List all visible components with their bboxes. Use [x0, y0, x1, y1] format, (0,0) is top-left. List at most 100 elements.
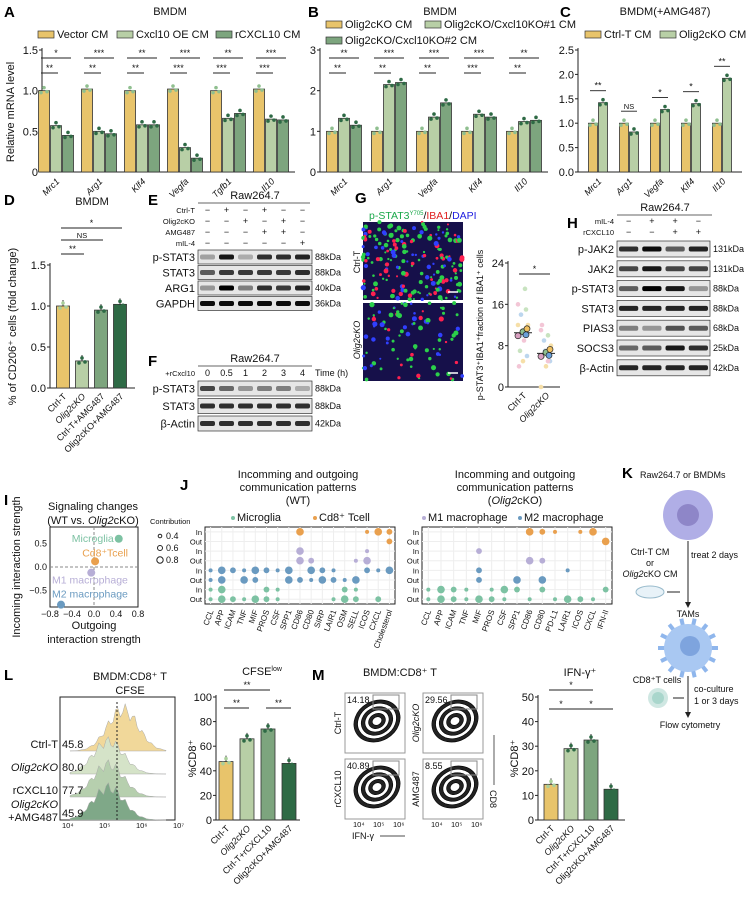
- point-label: Microglia: [72, 533, 114, 545]
- bar: [253, 88, 265, 173]
- condition-sign: +: [281, 227, 286, 237]
- significance-label: *: [658, 88, 662, 98]
- replicate-point: [712, 123, 716, 127]
- row-label: In: [196, 586, 202, 595]
- condition-sign: +: [300, 238, 305, 248]
- condition-label: mIL-4: [176, 239, 195, 248]
- m-yaxis-label: CD8: [488, 790, 498, 808]
- data-point: [87, 568, 96, 577]
- bar: [371, 130, 383, 173]
- replicate-point: [39, 90, 43, 95]
- condition-label: AMG487: [165, 228, 195, 237]
- replicate-point: [235, 113, 239, 118]
- bar: [326, 130, 338, 173]
- dot: [386, 538, 393, 545]
- bar: [485, 116, 497, 173]
- significance-label: ***: [467, 63, 478, 73]
- k-tams: TAMs: [677, 609, 700, 619]
- x-tick-label: 10⁴: [353, 820, 365, 829]
- band: [642, 365, 662, 371]
- x-tick-label: 0.8: [132, 609, 145, 619]
- row-label: Out: [190, 537, 203, 546]
- replicate-point: [254, 89, 258, 93]
- band: [219, 421, 234, 426]
- band: [219, 270, 234, 275]
- replicate-point: [174, 88, 178, 92]
- k-cm-2: Olig2cKO CM: [622, 569, 677, 579]
- row-label: In: [196, 547, 202, 556]
- panel-j-ko-title-1: Incomming and outgoing: [455, 469, 575, 481]
- replicate-point: [112, 132, 116, 137]
- bar: [619, 122, 629, 173]
- dot: [577, 596, 584, 603]
- bar: [105, 133, 117, 173]
- band: [295, 386, 310, 391]
- significance-label: **: [46, 63, 54, 73]
- significance-label: ***: [94, 48, 105, 58]
- band: [665, 345, 685, 351]
- bar: [588, 122, 598, 173]
- band: [619, 286, 639, 292]
- row-label: In: [413, 566, 419, 575]
- chart-c-title: BMDM(+AMG487): [620, 6, 711, 18]
- band: [665, 365, 685, 371]
- kda-label: 131kDa: [713, 244, 744, 254]
- data-point: [545, 333, 551, 338]
- significance-label: **: [514, 63, 522, 73]
- band: [238, 386, 253, 391]
- dot: [208, 577, 213, 582]
- condition-sign: −: [243, 227, 248, 237]
- legend-dot: [231, 516, 235, 520]
- dot: [352, 596, 359, 603]
- dot: [217, 576, 226, 584]
- dot: [263, 586, 270, 593]
- plot-label: Ctrl-T: [333, 711, 343, 734]
- microscopy-image: [361, 301, 465, 382]
- replicate-point: [102, 309, 106, 313]
- row-label: In: [196, 566, 202, 575]
- replicate-point: [45, 89, 49, 94]
- replicate-point: [725, 73, 729, 78]
- band: [619, 266, 639, 272]
- mean-point: [523, 325, 531, 333]
- blot-strip: [616, 240, 711, 258]
- y-tick-label: 2: [310, 86, 316, 98]
- condition-sign: −: [300, 205, 305, 215]
- replicate-point: [69, 134, 73, 139]
- dot: [374, 528, 383, 536]
- point-label: M1 macrophage: [52, 575, 128, 587]
- significance-label: **: [275, 698, 283, 708]
- replicate-point: [128, 85, 132, 90]
- dot: [251, 595, 260, 603]
- y-tick-label: 2.5: [559, 45, 574, 57]
- bar: [179, 147, 191, 173]
- row-label: Out: [407, 595, 420, 604]
- k-cd8: CD8⁺T cells: [633, 675, 682, 685]
- y-tick-label: 30: [522, 741, 534, 753]
- bar: [281, 763, 297, 821]
- band: [688, 305, 708, 311]
- band: [276, 285, 291, 291]
- replicate-point: [420, 126, 424, 131]
- band: [219, 403, 234, 409]
- panel-label-e: E: [148, 192, 158, 209]
- bar: [461, 130, 473, 173]
- bar: [603, 788, 619, 821]
- condition-sign: −: [649, 227, 654, 237]
- data-point: [538, 327, 544, 333]
- condition-sign: −: [205, 227, 210, 237]
- bar: [543, 783, 559, 821]
- point-label: Cd8⁺Tcell: [82, 547, 128, 559]
- panel-label-f: F: [148, 353, 157, 370]
- y-tick-label: 1.5: [31, 260, 46, 272]
- band: [295, 254, 310, 260]
- replicate-point: [64, 305, 68, 309]
- y-tick-label: 1.5: [559, 94, 574, 106]
- chart-d: 0.00.51.01.5Ctrl-TOlig2cKOCtrl-T+AMG487O…: [31, 218, 135, 454]
- significance-label: ***: [429, 48, 440, 58]
- replicate-point: [82, 89, 86, 93]
- bar: [113, 303, 127, 389]
- row-label: In: [196, 528, 202, 537]
- panel-label-g: G: [355, 190, 367, 207]
- significance-label: ***: [216, 63, 227, 73]
